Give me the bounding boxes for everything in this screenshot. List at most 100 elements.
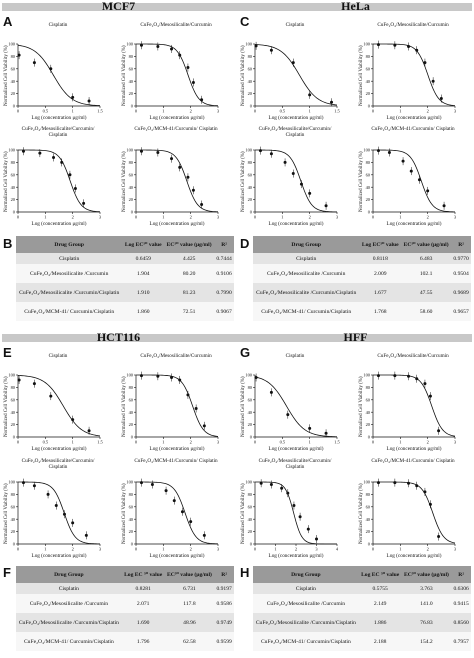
data-point (170, 375, 174, 379)
data-point (200, 98, 204, 102)
table-cell: 0.9770 (451, 253, 471, 264)
x-tick-label: 2 (190, 440, 192, 445)
data-point (172, 499, 176, 503)
viability-chart: Cisplatin Normalized Cell Viability (%) Lo… (4, 22, 110, 126)
panel-letter: A (3, 14, 13, 29)
data-point (376, 149, 380, 153)
table-cell: 0.8118 (359, 253, 402, 264)
data-point (437, 535, 441, 539)
data-point (49, 67, 53, 71)
data-point (46, 492, 50, 496)
y-tick-label: 80 (129, 54, 134, 59)
y-tick-label: 60 (248, 397, 253, 402)
x-tick-label: 0 (17, 440, 20, 445)
panel-letter: H (240, 565, 250, 580)
x-tick-label: 0 (135, 547, 138, 552)
y-tick-label: 0 (368, 104, 371, 109)
results-table-mcf7: Drug Group Log EC⁵⁰ value EC⁵⁰ value (μg/m… (16, 236, 234, 321)
y-tick-label: 20 (129, 197, 134, 202)
table-cell: CuFe₂O₄/Mesosilicalite /Curcumin/Cisplat… (16, 283, 123, 302)
x-axis-label: Log (concentration μg/ml) (386, 446, 442, 452)
table-cell: 76.83 (401, 613, 452, 632)
data-point (308, 191, 312, 195)
table-header-cell: R² (451, 566, 471, 583)
viability-chart: CuFe₂O₄/Mesosilicalite/Curcumin Normalize… (122, 353, 228, 457)
data-point (330, 100, 334, 104)
x-tick-label: 1 (399, 547, 401, 552)
chart-plot: 0 20 40 60 80 100 0 1 2 3 (8, 478, 102, 552)
chart-plot: 0 20 40 60 80 100 0 0.5 1 1.5 (245, 373, 340, 445)
table-cell: 4.425 (164, 253, 215, 264)
data-point (52, 155, 56, 159)
y-tick-label: 20 (248, 197, 253, 202)
x-axis-label: Log (concentration μg/ml) (149, 446, 205, 452)
table-cell: Cisplatin (253, 583, 359, 594)
y-tick-label: 60 (11, 172, 16, 177)
table-cell: 2.071 (121, 594, 165, 613)
x-tick-label: 0 (17, 109, 20, 114)
y-tick-label: 0 (131, 542, 134, 547)
x-tick-label: 1 (309, 109, 311, 114)
data-point (324, 204, 328, 208)
viability-chart: CuFe₂O₄/MCM-41/Curcumin/ Cisplatin Normal… (122, 126, 228, 232)
x-tick-label: 0 (372, 547, 375, 552)
fit-curve (373, 43, 456, 106)
section-band (2, 3, 472, 11)
data-point (417, 178, 421, 182)
table-row: CuFe₂O₄/MCM-41/ Curcumin/Cisplatin 1.768 5… (253, 302, 471, 321)
data-point (191, 188, 195, 192)
data-point (393, 481, 397, 485)
table-row: CuFe₂O₄/Mesosilicalite /Curcumin/Cisplat… (16, 613, 234, 632)
table-cell: 2.009 (359, 264, 402, 283)
y-tick-label: 0 (250, 210, 253, 215)
data-point (286, 491, 290, 495)
viability-chart: CuFe₂O₄/Mesosilicalite/Curcumin/ Cisplat… (4, 458, 110, 564)
x-tick-label: 0 (372, 440, 375, 445)
table-cell: 0.7957 (451, 632, 471, 651)
data-point (17, 378, 21, 382)
y-tick-label: 80 (366, 160, 371, 165)
y-tick-label: 40 (248, 79, 253, 84)
chart-title: Cisplatin (285, 353, 305, 359)
y-tick-label: 60 (11, 66, 16, 71)
y-tick-label: 40 (248, 410, 253, 415)
x-axis-label: Log (concentration μg/ml) (268, 553, 324, 559)
y-tick-label: 40 (248, 517, 253, 522)
x-axis-label: Log (concentration μg/ml) (149, 115, 205, 121)
y-tick-label: 0 (13, 542, 16, 547)
x-tick-label: 1 (162, 109, 164, 114)
x-tick-label: 2 (190, 215, 192, 220)
table-cell: 102.1 (401, 264, 452, 283)
x-axis-label: Log (concentration μg/ml) (31, 553, 87, 559)
data-point (150, 482, 154, 486)
fit-curve (17, 44, 101, 107)
data-point (170, 157, 174, 161)
y-tick-label: 20 (248, 91, 253, 96)
data-point (415, 484, 419, 488)
y-tick-label: 80 (11, 54, 16, 59)
table-cell: 1.910 (122, 283, 165, 302)
y-tick-label: 40 (11, 185, 16, 190)
y-tick-label: 0 (368, 210, 371, 215)
y-tick-label: 60 (248, 66, 253, 71)
data-point (269, 390, 273, 394)
chart-title: CuFe₂O₄/Mesosilicalite/Curcumin (140, 353, 212, 359)
data-point (71, 95, 75, 99)
data-point (423, 490, 427, 494)
y-tick-label: 60 (366, 504, 371, 509)
data-point (426, 189, 430, 193)
table-cell: 0.7990 (214, 283, 234, 302)
y-tick-label: 0 (368, 435, 371, 440)
table-header-cell: R² (214, 236, 234, 253)
table-row: Cisplatin 0.6459 4.425 0.7444 (16, 253, 234, 264)
data-point (423, 61, 427, 65)
x-tick-label: 3 (99, 215, 102, 220)
data-point (87, 429, 91, 433)
fit-curve (373, 481, 456, 544)
table-cell: CuFe₂O₄/Mesosilicalite /Curcumin (16, 264, 123, 283)
x-tick-label: 0 (254, 109, 257, 114)
y-tick-label: 80 (248, 385, 253, 390)
viability-chart: CuFe₂O₄/Mesosilicalite/Curcumin Normalize… (122, 22, 228, 126)
data-point (407, 44, 411, 48)
table-row: CuFe₂O₄/MCM-41/ Curcumin/Cisplatin 1.860 7… (16, 302, 234, 321)
